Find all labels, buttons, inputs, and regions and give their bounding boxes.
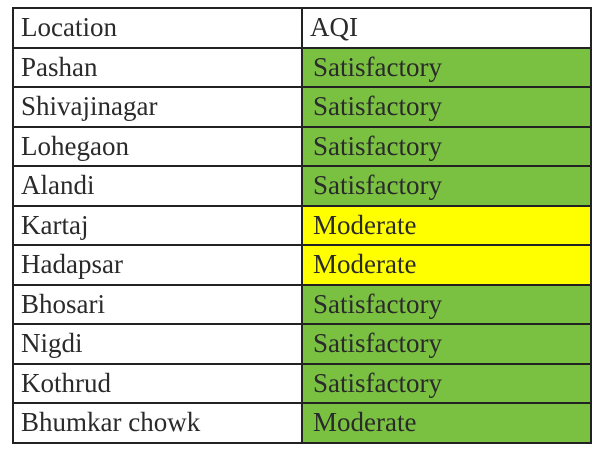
table-row: Kartaj Moderate (12, 204, 592, 246)
location-cell: Kartaj (12, 204, 303, 246)
aqi-cell: Satisfactory (301, 86, 592, 128)
table-row: Bhumkar chowk Moderate (12, 402, 592, 444)
aqi-cell: Moderate (301, 402, 592, 444)
table-row: Lohegaon Satisfactory (12, 125, 592, 167)
location-cell: Shivajinagar (12, 86, 303, 128)
location-cell: Pashan (12, 46, 303, 88)
table-header-row: Location AQI (12, 7, 592, 49)
header-location: Location (12, 7, 303, 49)
table-row: Pashan Satisfactory (12, 46, 592, 88)
location-cell: Hadapsar (12, 244, 303, 286)
table-row: Hadapsar Moderate (12, 244, 592, 286)
table-row: Alandi Satisfactory (12, 165, 592, 207)
table-row: Kothrud Satisfactory (12, 362, 592, 404)
location-cell: Nigdi (12, 323, 303, 365)
header-aqi: AQI (301, 7, 592, 49)
table-row: Shivajinagar Satisfactory (12, 86, 592, 128)
location-cell: Kothrud (12, 362, 303, 404)
aqi-table: Location AQI Pashan Satisfactory Shivaji… (12, 7, 592, 444)
aqi-cell: Satisfactory (301, 46, 592, 88)
table-row: Nigdi Satisfactory (12, 323, 592, 365)
aqi-cell: Satisfactory (301, 125, 592, 167)
aqi-cell: Satisfactory (301, 165, 592, 207)
aqi-cell: Moderate (301, 204, 592, 246)
aqi-cell: Moderate (301, 244, 592, 286)
table-row: Bhosari Satisfactory (12, 283, 592, 325)
aqi-cell: Satisfactory (301, 283, 592, 325)
location-cell: Bhosari (12, 283, 303, 325)
location-cell: Bhumkar chowk (12, 402, 303, 444)
location-cell: Alandi (12, 165, 303, 207)
aqi-cell: Satisfactory (301, 362, 592, 404)
aqi-cell: Satisfactory (301, 323, 592, 365)
location-cell: Lohegaon (12, 125, 303, 167)
